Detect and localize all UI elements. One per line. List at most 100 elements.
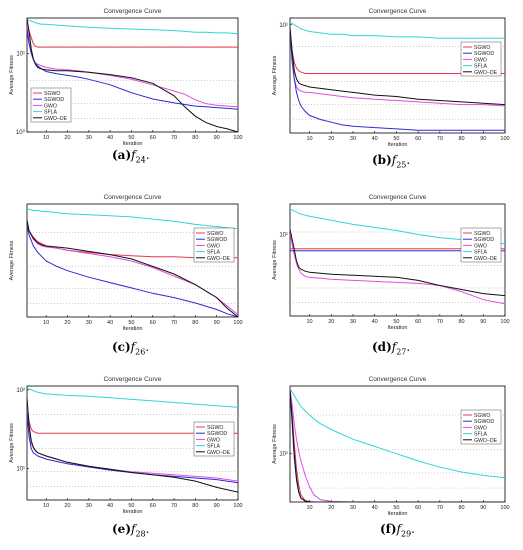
x-tick-label: 40	[372, 319, 378, 325]
legend-label: GWO	[44, 103, 57, 109]
x-tick-label: 80	[192, 320, 198, 326]
legend-label: SGWOD	[474, 237, 494, 243]
caption-a: (a)f24.	[112, 148, 150, 165]
x-tick-label: 90	[214, 135, 220, 141]
x-tick-label: 50	[128, 135, 134, 141]
legend-label: GWO–DE	[44, 116, 68, 122]
y-axis-label: Average Fitness	[272, 55, 278, 95]
x-tick-label: 80	[459, 505, 465, 511]
series-group	[27, 208, 238, 317]
x-tick-label: 20	[64, 135, 70, 141]
x-tick-label: 10	[306, 319, 312, 325]
panel-d: Convergence Curve 10 20 30 40 50 60 70 80 90 100 It…	[272, 194, 510, 331]
x-tick-label: 70	[437, 319, 443, 325]
y-tick-label: 10¹	[16, 51, 25, 57]
series-group	[290, 21, 505, 131]
series-line-sfla	[290, 21, 505, 39]
x-axis-label: Iteration	[388, 142, 408, 148]
legend-label: GWO	[207, 437, 220, 443]
legend-label: GWO–DE	[207, 256, 231, 262]
series-line-gwo-de	[27, 220, 238, 317]
y-tick-label: 10⁰	[16, 129, 26, 136]
x-tick-label: 60	[415, 319, 421, 325]
series-line-sfla	[27, 208, 238, 230]
chart-title: Convergence Curve	[369, 376, 427, 383]
x-tick-label: 70	[171, 503, 177, 509]
x-tick-label: 20	[328, 136, 334, 142]
legend-label: SGWOD	[474, 419, 494, 425]
x-tick-label: 40	[372, 505, 378, 511]
caption-c: (c)f26.	[112, 340, 150, 357]
y-axis-label: Average Fitness	[272, 240, 278, 280]
y-tick-label: 10¹	[279, 452, 288, 458]
legend-label: SGWO	[474, 413, 490, 419]
x-tick-label: 60	[150, 503, 156, 509]
series-line-sfla	[290, 208, 505, 245]
x-tick-label: 30	[350, 136, 356, 142]
x-tick-label: 70	[171, 135, 177, 141]
x-tick-label: 20	[64, 320, 70, 326]
caption-b: (b)f25.	[372, 153, 411, 170]
series-line-sgwod	[290, 31, 505, 131]
series-line-sgwo	[290, 31, 505, 74]
x-tick-label: 20	[64, 503, 70, 509]
legend-label: SGWOD	[207, 237, 227, 243]
panel-f: Convergence Curve 10 20 30 40 50 60 70 80 90 100 It…	[272, 376, 510, 517]
legend-label: SFLA	[207, 250, 221, 256]
caption-e: (e)f28.	[112, 522, 150, 539]
x-tick-label: 100	[233, 503, 242, 509]
y-tick-label: 10¹	[279, 233, 288, 239]
y-axis-label: Average Fitness	[272, 424, 278, 464]
y-axis-label: Average Fitness	[9, 423, 15, 463]
x-axis-label: Iteration	[123, 509, 143, 515]
x-tick-label: 70	[437, 505, 443, 511]
series-line-sgwod	[27, 413, 238, 484]
series-group	[27, 18, 238, 132]
panel-e: Convergence Curve 10 20 30 40 50 60 70 80 90 100 It…	[9, 376, 243, 515]
series-group	[290, 388, 505, 502]
x-tick-label: 100	[500, 505, 509, 511]
x-axis-label: Iteration	[123, 141, 143, 147]
x-tick-label: 50	[393, 136, 399, 142]
series-line-gwo-de	[290, 229, 505, 297]
x-tick-label: 30	[86, 135, 92, 141]
legend-label: GWO–DE	[474, 70, 498, 76]
chart-title: Convergence Curve	[369, 8, 427, 15]
legend-label: SGWOD	[44, 97, 64, 103]
legend-label: GWO	[474, 425, 487, 431]
series-group	[27, 387, 238, 493]
legend-label: GWO	[474, 243, 487, 249]
series-line-gwo-de	[27, 397, 238, 493]
legend-label: SGWO	[44, 91, 60, 97]
legend-label: SGWO	[474, 45, 490, 51]
legend-label: GWO–DE	[207, 450, 231, 456]
panel-c: Convergence Curve 10 20 30 40 50 60 70 80 90 100 It…	[9, 194, 243, 332]
x-tick-label: 90	[480, 319, 486, 325]
caption-f: (f)f29.	[380, 522, 415, 539]
x-tick-label: 100	[233, 320, 242, 326]
x-tick-label: 30	[350, 319, 356, 325]
x-tick-label: 70	[171, 320, 177, 326]
legend-label: SGWO	[207, 231, 223, 237]
legend-label: SFLA	[474, 250, 488, 256]
x-tick-label: 10	[43, 320, 49, 326]
x-tick-label: 10	[43, 135, 49, 141]
x-tick-label: 10	[306, 505, 312, 511]
legend-label: SFLA	[474, 432, 488, 438]
series-line-sgwo	[27, 26, 238, 48]
x-tick-label: 30	[86, 503, 92, 509]
legend-label: SFLA	[44, 110, 58, 116]
series-line-sfla	[290, 388, 505, 479]
x-tick-label: 40	[372, 136, 378, 142]
series-line-gwo	[290, 28, 505, 107]
x-tick-label: 50	[393, 319, 399, 325]
legend-label: SGWOD	[207, 431, 227, 437]
series-line-gwo-de	[290, 390, 505, 502]
series-line-sfla	[27, 387, 238, 408]
x-tick-label: 90	[214, 320, 220, 326]
x-tick-label: 20	[328, 505, 334, 511]
series-group	[290, 208, 505, 305]
